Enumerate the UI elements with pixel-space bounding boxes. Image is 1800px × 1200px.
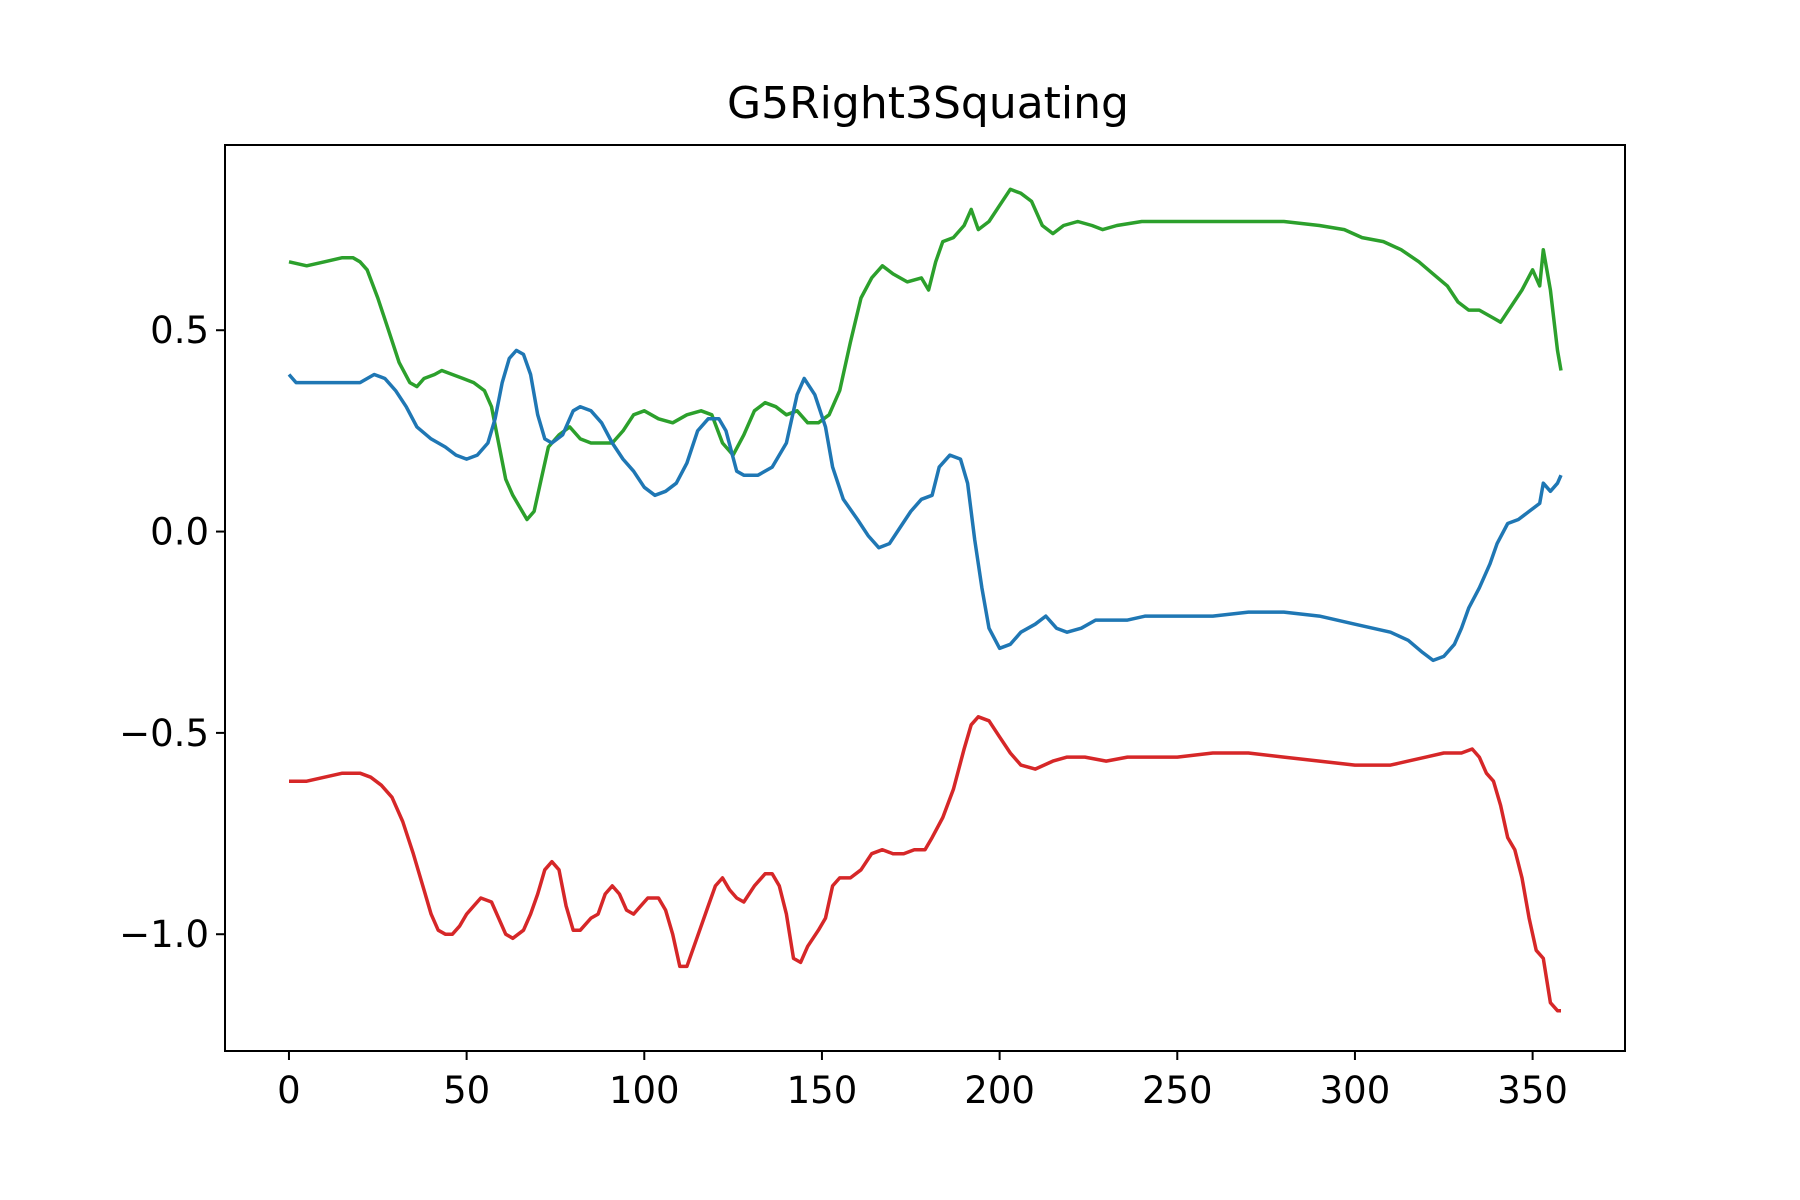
x-tick-label: 300 bbox=[1320, 1069, 1391, 1112]
x-tick-label: 250 bbox=[1142, 1069, 1213, 1112]
chart-title: G5Right3Squating bbox=[727, 78, 1129, 129]
series-line-3 bbox=[289, 715, 1561, 1013]
x-tick-label: 100 bbox=[609, 1069, 680, 1112]
x-tick-label: 200 bbox=[964, 1069, 1035, 1112]
y-tick-label: 0.5 bbox=[150, 309, 209, 352]
y-tick-label: 0.0 bbox=[150, 511, 209, 554]
series-line-2 bbox=[287, 348, 1563, 663]
y-tick-label: −0.5 bbox=[119, 712, 209, 755]
ticks-layer: 0 50 100 150 200 250 300 350 0.5 0.0 −0.5 −1.0 bbox=[119, 309, 1568, 1112]
x-tick-label: 350 bbox=[1497, 1069, 1568, 1112]
x-tick-label: 0 bbox=[277, 1069, 301, 1112]
x-tick-label: 150 bbox=[787, 1069, 858, 1112]
series-layer bbox=[287, 187, 1563, 1013]
series-line-1 bbox=[288, 187, 1563, 522]
x-tick-label: 50 bbox=[443, 1069, 490, 1112]
plot-frame bbox=[224, 144, 1626, 1052]
y-tick-label: −1.0 bbox=[119, 913, 209, 956]
